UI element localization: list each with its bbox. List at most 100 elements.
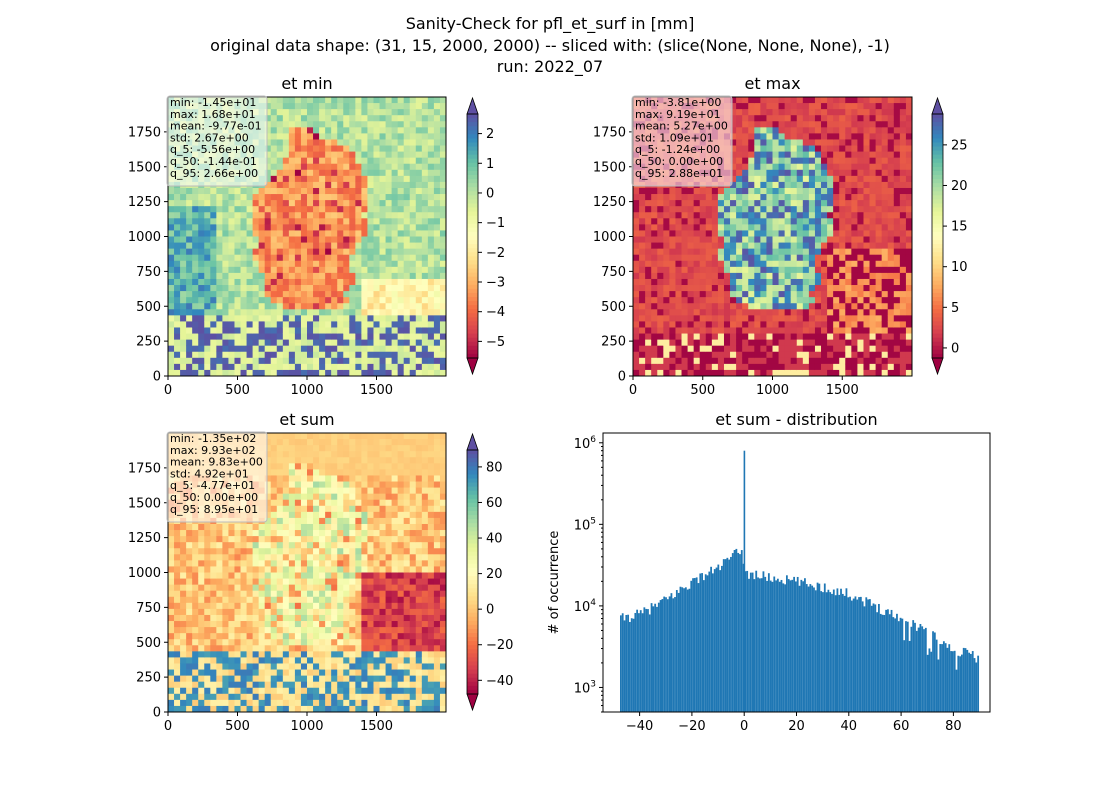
heatmap-cell	[651, 309, 658, 316]
y-tick-label: 0	[153, 370, 161, 385]
heatmap-cell	[385, 333, 393, 341]
heatmap-cell	[675, 369, 682, 377]
heatmap-cell	[778, 369, 786, 377]
heatmap-cell	[748, 169, 755, 177]
heatmap-cell	[337, 169, 344, 177]
y-tick-label: 1750	[593, 125, 626, 140]
heatmap-cell	[264, 187, 272, 195]
heatmap-cell	[748, 151, 755, 159]
heatmap-cell	[355, 218, 362, 225]
heatmap-cell	[893, 224, 901, 231]
heatmap-cell	[198, 339, 205, 347]
heatmap-cell	[439, 315, 447, 322]
heatmap-cell	[657, 333, 664, 341]
heatmap-cell	[204, 321, 211, 328]
heatmap-cell	[845, 303, 852, 310]
heatmap-cell	[210, 357, 217, 365]
heatmap-cell	[663, 242, 670, 250]
x-tick-label: 1500	[360, 383, 393, 398]
heatmap-cell	[427, 285, 435, 292]
heatmap-cell	[198, 242, 205, 250]
heatmap-cell	[415, 357, 423, 365]
heatmap-cell	[827, 345, 834, 353]
heatmap-cell	[796, 278, 804, 286]
heatmap-cell	[723, 297, 731, 304]
heatmap-cell	[723, 321, 731, 328]
heatmap-cell	[192, 333, 199, 341]
heatmap-cell	[222, 272, 229, 280]
heatmap-cell	[234, 554, 241, 561]
heatmap-cell	[180, 614, 187, 622]
heatmap-cell	[857, 127, 864, 134]
heatmap-cell	[174, 200, 181, 207]
heatmap-cell	[294, 169, 302, 177]
heatmap-cell	[790, 254, 798, 262]
heatmap-cell	[772, 278, 779, 286]
heatmap-cell	[421, 218, 429, 225]
heatmap-cell	[427, 266, 435, 274]
heatmap-cell	[899, 242, 907, 250]
heatmap-cell	[711, 309, 719, 316]
heatmap-cell	[827, 285, 834, 292]
heatmap-cell	[258, 291, 266, 298]
heatmap-cell	[355, 285, 362, 292]
heatmap-cell	[748, 327, 755, 334]
heatmap-cell	[863, 327, 870, 334]
heatmap-cell	[174, 206, 181, 213]
heatmap-cell	[796, 200, 804, 207]
heatmap-cell	[893, 272, 901, 280]
heatmap-cell	[379, 103, 386, 110]
heatmap-cell	[657, 345, 664, 353]
heatmap-cell	[397, 133, 405, 140]
heatmap-cell	[857, 266, 864, 274]
heatmap-cell	[294, 200, 302, 207]
heatmap-cell	[391, 357, 399, 365]
heatmap-cell	[397, 163, 405, 171]
heatmap-cell	[778, 278, 786, 286]
heatmap-cell	[276, 285, 284, 292]
heatmap-cell	[192, 693, 199, 701]
heatmap-cell	[307, 363, 314, 371]
heatmap-cell	[687, 254, 695, 262]
heatmap-cell	[385, 139, 393, 146]
heatmap-cell	[294, 236, 302, 243]
heatmap-cell	[748, 345, 755, 353]
heatmap-cell	[270, 303, 278, 310]
heatmap-cell	[814, 206, 822, 213]
heatmap-cell	[821, 333, 828, 341]
heatmap-cell	[639, 212, 646, 219]
heatmap-cell	[409, 187, 417, 195]
heatmap-cell	[766, 163, 773, 171]
heatmap-cell	[669, 187, 676, 195]
heatmap-cell	[699, 194, 707, 201]
heatmap-cell	[313, 169, 320, 177]
heatmap-cell	[717, 187, 725, 195]
heatmap-cell	[337, 230, 344, 237]
heatmap-cell	[827, 242, 834, 250]
heatmap-cell	[687, 303, 695, 310]
heatmap-cell	[657, 363, 664, 371]
heatmap-cell	[905, 272, 913, 280]
heatmap-cell	[331, 194, 338, 201]
heatmap-cell	[216, 303, 223, 310]
heatmap-cell	[379, 194, 386, 201]
heatmap-cell	[355, 139, 362, 146]
heatmap-cell	[905, 327, 913, 334]
heatmap-cell	[857, 181, 864, 189]
heatmap-cell	[367, 309, 374, 316]
heatmap-cell	[863, 309, 870, 316]
heatmap-cell	[814, 345, 822, 353]
heatmap-cell	[827, 291, 834, 298]
heatmap-cell	[899, 303, 907, 310]
heatmap-cell	[307, 297, 314, 304]
heatmap-cell	[391, 224, 399, 231]
heatmap-cell	[439, 103, 447, 110]
heatmap-cell	[391, 260, 399, 268]
heatmap-cell	[331, 278, 338, 286]
heatmap-cell	[736, 315, 743, 322]
heatmap-cell	[887, 121, 895, 128]
heatmap-cell	[881, 121, 889, 128]
heatmap-cell	[899, 266, 907, 274]
heatmap-cell	[180, 669, 187, 677]
heatmap-cell	[343, 236, 350, 243]
